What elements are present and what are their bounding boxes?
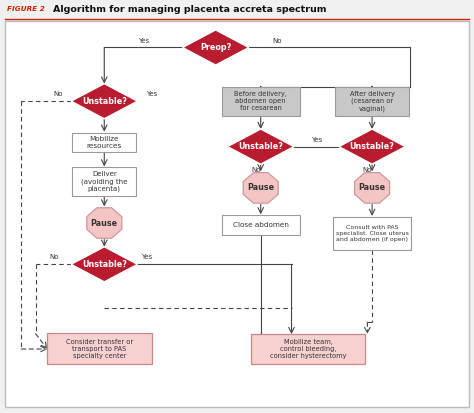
Polygon shape [71, 83, 137, 119]
Text: Deliver
(avoiding the
placenta): Deliver (avoiding the placenta) [81, 171, 128, 192]
Text: Pause: Pause [91, 218, 118, 228]
Text: Consider transfer or
transport to PAS
specialty center: Consider transfer or transport to PAS sp… [66, 339, 133, 359]
Text: No: No [251, 166, 261, 173]
Text: Unstable?: Unstable? [350, 142, 394, 151]
Text: Before delivery,
abdomen open
for cesarean: Before delivery, abdomen open for cesare… [234, 91, 287, 111]
FancyBboxPatch shape [333, 217, 411, 250]
Text: Unstable?: Unstable? [82, 97, 127, 106]
Polygon shape [355, 173, 390, 203]
Text: Mobilize
resources: Mobilize resources [87, 136, 122, 149]
Text: Mobilize team,
control bleeding,
consider hysterectomy: Mobilize team, control bleeding, conside… [270, 339, 346, 359]
Text: No: No [50, 254, 59, 260]
FancyBboxPatch shape [336, 87, 409, 116]
Text: After delivery
(cesarean or
vaginal): After delivery (cesarean or vaginal) [350, 91, 394, 112]
FancyBboxPatch shape [222, 87, 300, 116]
Polygon shape [228, 129, 294, 164]
Text: Preop?: Preop? [200, 43, 231, 52]
FancyBboxPatch shape [72, 167, 137, 196]
Text: Yes: Yes [311, 137, 322, 142]
Text: Pause: Pause [358, 183, 386, 192]
FancyBboxPatch shape [72, 133, 137, 152]
Text: Yes: Yes [146, 91, 157, 97]
Polygon shape [339, 129, 405, 164]
Polygon shape [71, 247, 137, 282]
Text: Yes: Yes [138, 38, 149, 43]
Text: Consult with PAS
specialist. Close uterus
and abdomen (if open): Consult with PAS specialist. Close uteru… [336, 225, 409, 242]
Text: Yes: Yes [141, 254, 153, 260]
Text: Unstable?: Unstable? [238, 142, 283, 151]
FancyBboxPatch shape [47, 334, 152, 364]
FancyBboxPatch shape [5, 21, 469, 407]
FancyBboxPatch shape [251, 334, 365, 364]
Text: Algorithm for managing placenta accreta spectrum: Algorithm for managing placenta accreta … [53, 5, 327, 14]
Text: FIGURE 2: FIGURE 2 [7, 6, 45, 12]
Polygon shape [87, 208, 122, 238]
Text: Pause: Pause [247, 183, 274, 192]
Text: Unstable?: Unstable? [82, 260, 127, 269]
FancyBboxPatch shape [222, 215, 300, 235]
Polygon shape [243, 173, 278, 203]
Polygon shape [182, 30, 249, 65]
Text: No: No [363, 166, 372, 173]
Text: No: No [53, 91, 63, 97]
Text: Close abdomen: Close abdomen [233, 222, 289, 228]
Text: No: No [273, 38, 282, 43]
